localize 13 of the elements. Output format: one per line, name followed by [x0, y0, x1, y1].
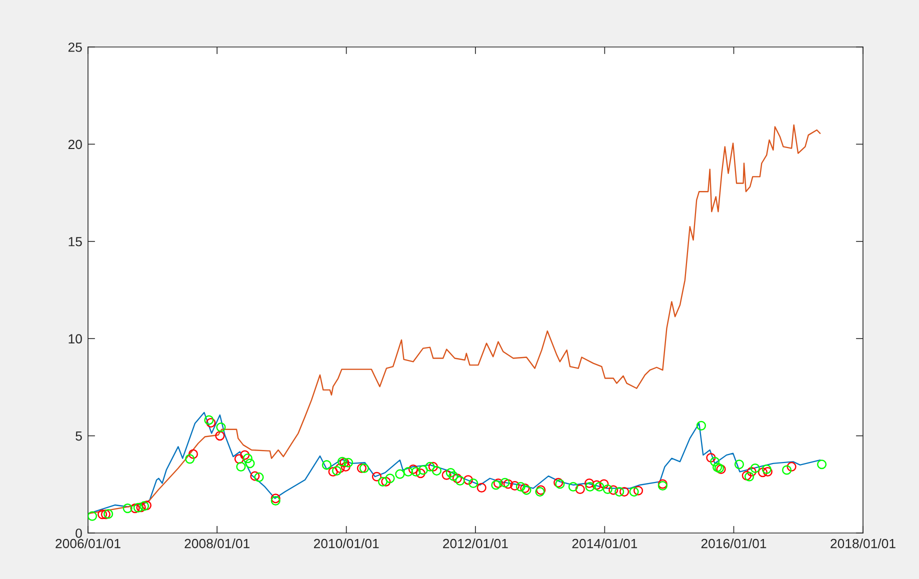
y-tick-label: 20	[68, 140, 82, 150]
x-tick-label: 2014/01/01	[572, 538, 638, 548]
x-tick-label: 2006/01/01	[56, 538, 120, 548]
y-tick-label: 5	[76, 432, 82, 441]
y-tick-label: 25	[68, 42, 82, 52]
x-tick-label: 2016/01/01	[701, 538, 766, 548]
x-tick-label: 2018/01/01	[830, 538, 896, 548]
y-tick-label: 0	[76, 528, 82, 538]
y-tick-label: 10	[68, 334, 82, 344]
x-tick-label: 2010/01/01	[314, 538, 379, 548]
y-tick-label: 15	[68, 237, 82, 246]
x-tick-label: 2008/01/01	[184, 538, 250, 548]
x-tick-label: 2012/01/01	[443, 538, 508, 548]
